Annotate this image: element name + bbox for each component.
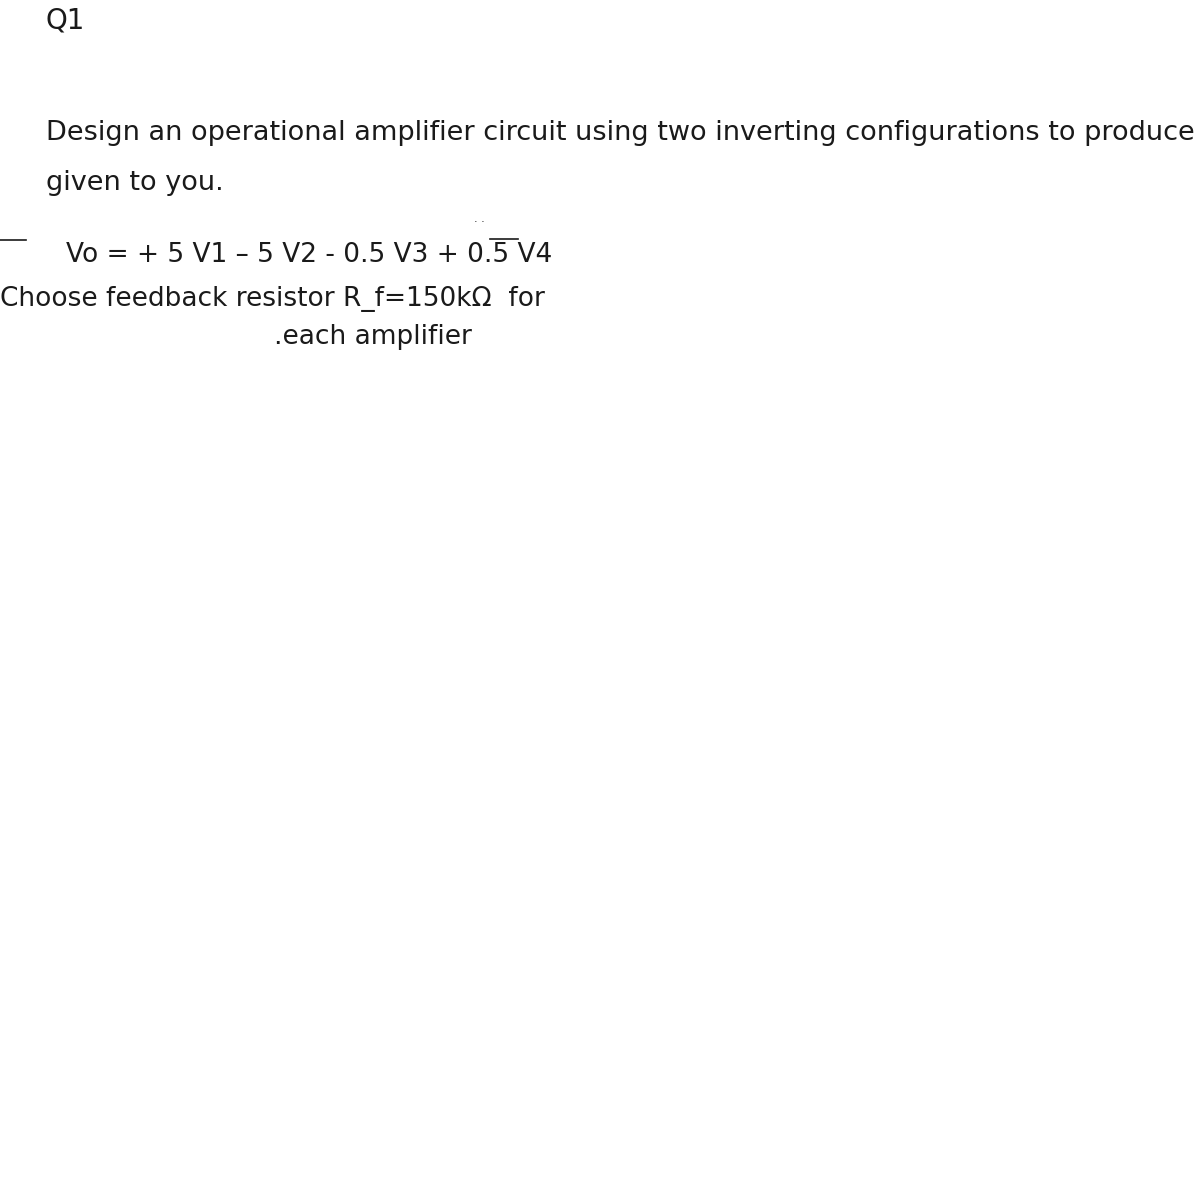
Text: . .: . . xyxy=(474,214,485,223)
Text: Q1: Q1 xyxy=(46,7,85,35)
Text: Design an operational amplifier circuit using two inverting configurations to pr: Design an operational amplifier circuit … xyxy=(46,120,1200,146)
Text: Choose feedback resistor R_f=150kΩ  for: Choose feedback resistor R_f=150kΩ for xyxy=(0,286,545,312)
Text: given to you.: given to you. xyxy=(46,170,223,197)
Text: Vo = + 5 V1 – 5 V2 - 0.5 V3 + 0.5 V4: Vo = + 5 V1 – 5 V2 - 0.5 V3 + 0.5 V4 xyxy=(66,242,552,269)
Text: .each amplifier: .each amplifier xyxy=(274,324,472,350)
